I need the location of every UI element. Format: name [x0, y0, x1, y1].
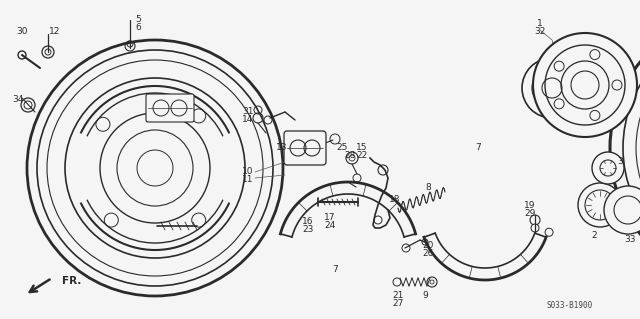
- Text: 7: 7: [475, 144, 481, 152]
- Text: 22: 22: [356, 152, 367, 160]
- FancyBboxPatch shape: [284, 131, 326, 165]
- Text: 15: 15: [356, 144, 368, 152]
- Text: 8: 8: [425, 183, 431, 192]
- Text: 9: 9: [422, 291, 428, 300]
- Text: 34: 34: [12, 95, 24, 105]
- Circle shape: [117, 130, 193, 206]
- Text: 11: 11: [243, 175, 253, 184]
- Circle shape: [100, 113, 210, 223]
- Text: 5: 5: [135, 16, 141, 25]
- Text: 28: 28: [344, 152, 356, 160]
- Text: 19: 19: [524, 201, 536, 210]
- Circle shape: [533, 33, 637, 137]
- Circle shape: [604, 186, 640, 234]
- Text: 21: 21: [392, 291, 404, 300]
- Text: 31: 31: [243, 108, 253, 116]
- Text: 33: 33: [624, 235, 636, 244]
- Text: 32: 32: [534, 27, 546, 36]
- Text: 2: 2: [591, 231, 597, 240]
- Text: 6: 6: [135, 24, 141, 33]
- Circle shape: [532, 68, 572, 108]
- Text: 12: 12: [49, 27, 61, 36]
- Text: 1: 1: [537, 19, 543, 28]
- Text: 20: 20: [422, 241, 434, 249]
- Circle shape: [545, 45, 625, 125]
- Text: 17: 17: [324, 213, 336, 222]
- Circle shape: [531, 224, 539, 232]
- Circle shape: [578, 183, 622, 227]
- Circle shape: [522, 58, 582, 118]
- Text: S033-B1900: S033-B1900: [547, 300, 593, 309]
- Circle shape: [636, 36, 640, 260]
- Circle shape: [623, 23, 640, 273]
- Text: 23: 23: [302, 226, 314, 234]
- FancyBboxPatch shape: [146, 94, 194, 122]
- Text: 7: 7: [332, 265, 338, 275]
- Text: 26: 26: [422, 249, 434, 257]
- Text: 25: 25: [336, 144, 348, 152]
- Text: FR.: FR.: [62, 276, 81, 286]
- Text: 13: 13: [276, 144, 288, 152]
- Text: 14: 14: [243, 115, 253, 124]
- Circle shape: [585, 190, 615, 220]
- Text: 3: 3: [617, 158, 623, 167]
- Circle shape: [592, 152, 624, 184]
- Text: 16: 16: [302, 218, 314, 226]
- Text: 24: 24: [324, 221, 335, 231]
- Circle shape: [65, 78, 245, 258]
- Text: 10: 10: [243, 167, 253, 176]
- Circle shape: [610, 10, 640, 286]
- Text: 18: 18: [389, 196, 401, 204]
- Text: 27: 27: [392, 299, 404, 308]
- Text: 30: 30: [16, 27, 28, 36]
- Text: 29: 29: [524, 209, 536, 218]
